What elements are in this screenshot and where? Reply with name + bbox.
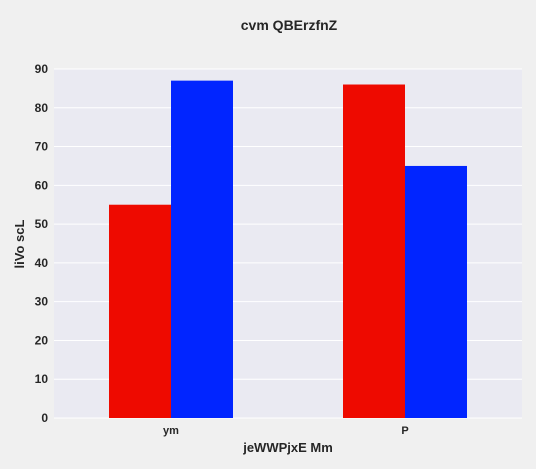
y-tick-label: 40	[35, 256, 49, 270]
bar	[171, 80, 233, 418]
bar	[109, 204, 171, 418]
y-tick-label: 10	[35, 372, 49, 386]
y-tick-label: 70	[35, 140, 49, 154]
y-tick-label: 80	[35, 101, 49, 115]
y-axis-label: liVo scL	[12, 220, 27, 269]
y-tick-label: 50	[35, 217, 49, 231]
y-axis-ticks: 0 10 20 30 40 50 60 70 80 90	[35, 62, 49, 425]
x-axis-ticks: ym P	[163, 425, 409, 437]
y-tick-label: 0	[41, 411, 48, 425]
bar	[343, 84, 405, 418]
x-axis-label: jeWWPjxE Mm	[242, 440, 333, 455]
y-tick-label: 60	[35, 178, 49, 192]
chart-title: cvm QBErzfnZ	[241, 17, 338, 33]
y-tick-label: 90	[35, 62, 49, 76]
bar	[405, 165, 467, 418]
y-tick-label: 30	[35, 295, 49, 309]
x-tick-label: P	[401, 425, 408, 437]
x-tick-label: ym	[163, 425, 179, 437]
y-tick-label: 20	[35, 333, 49, 347]
bars	[109, 80, 467, 418]
